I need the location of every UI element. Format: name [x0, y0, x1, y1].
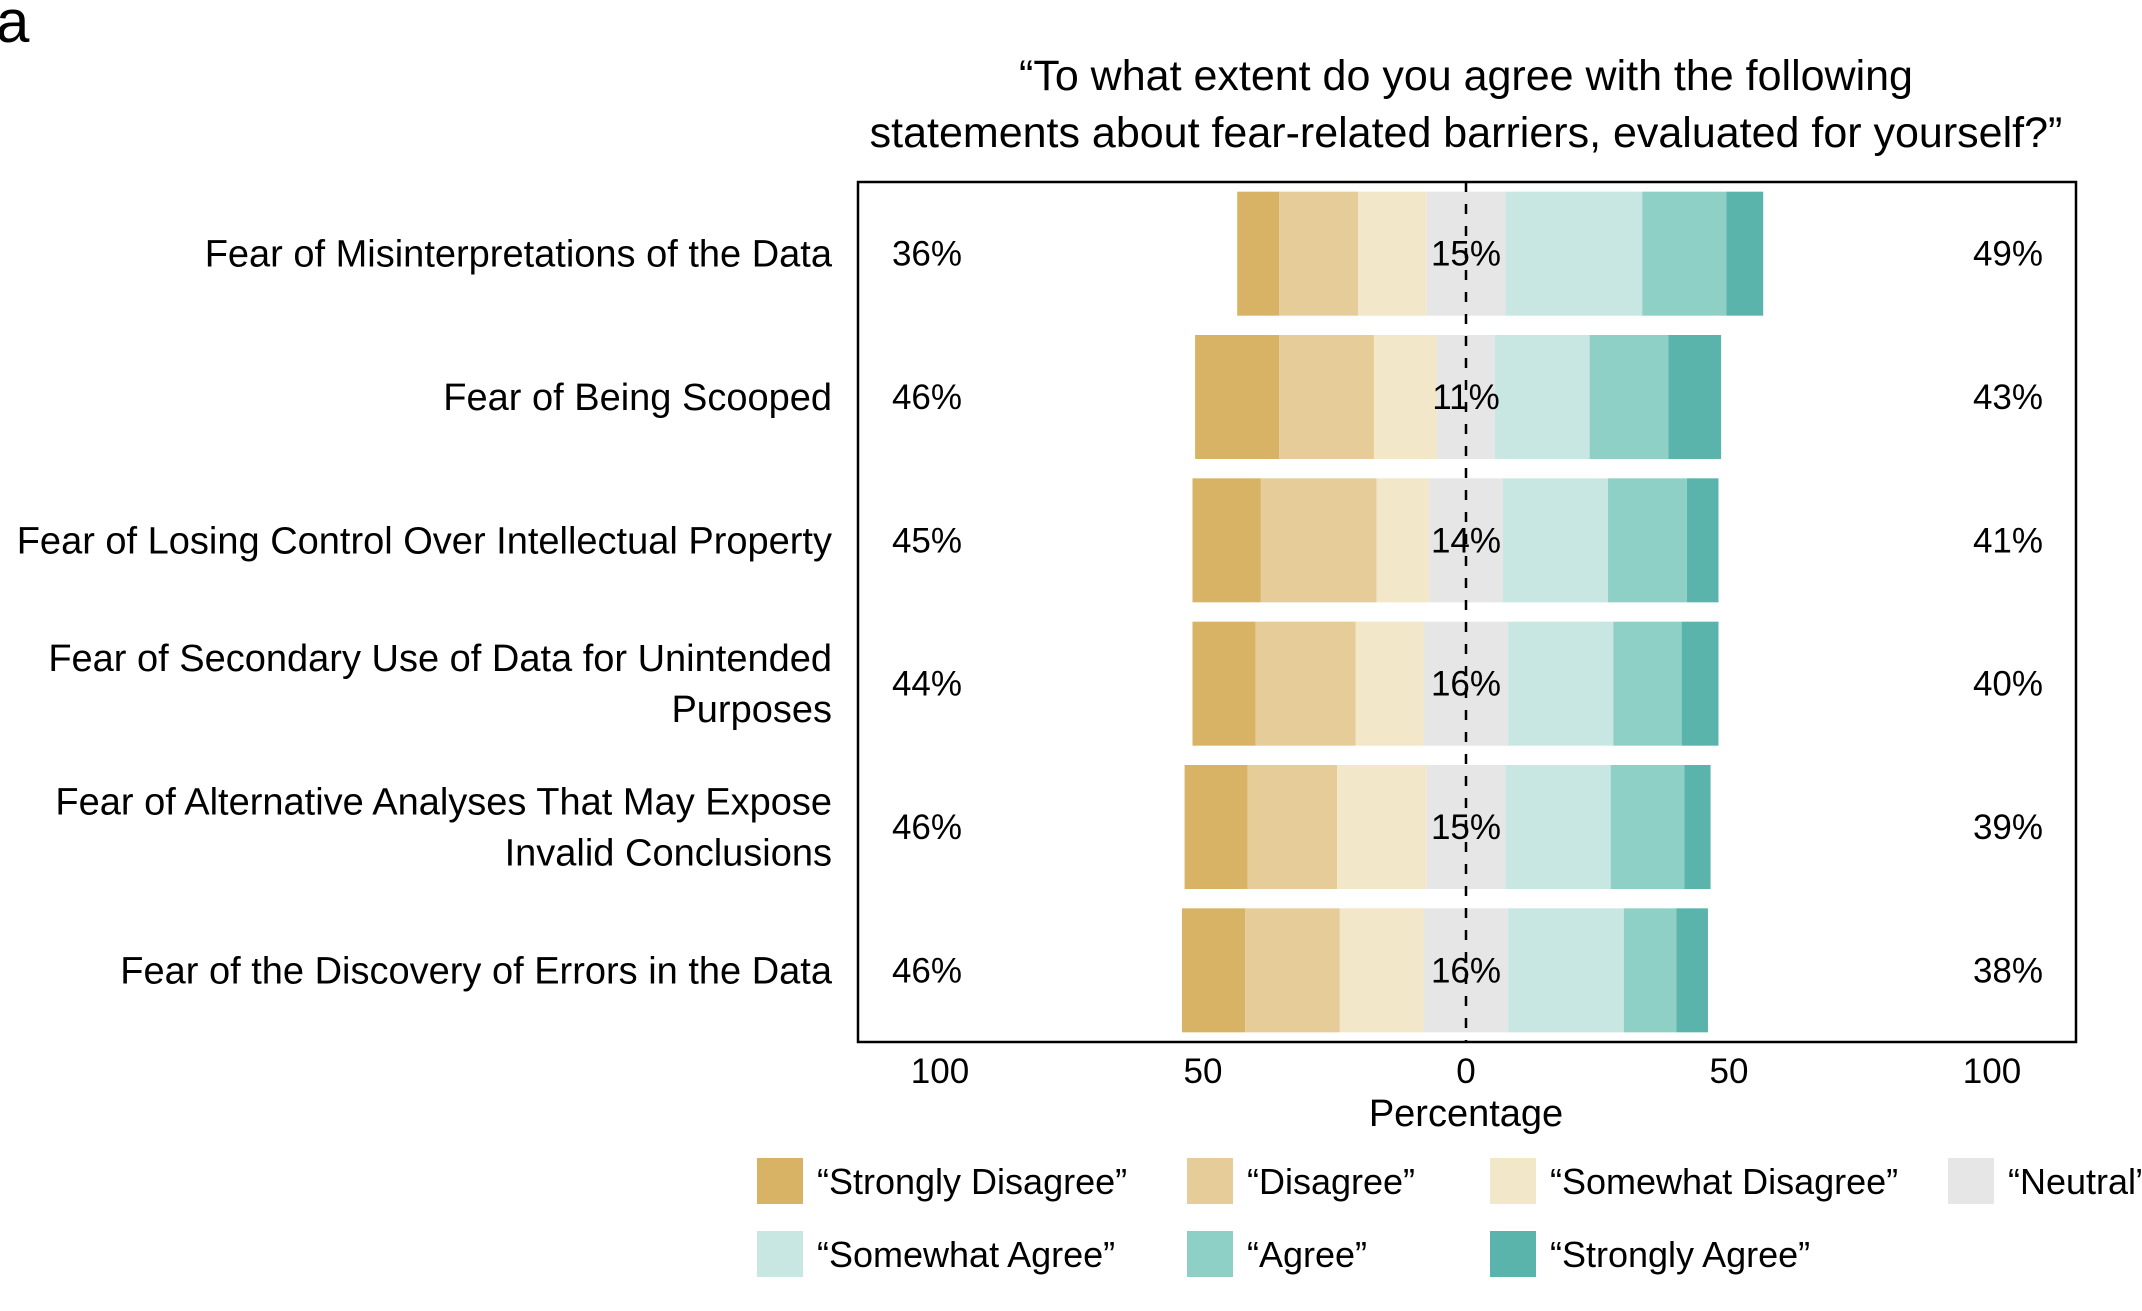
right-percent-label: 40% — [1973, 665, 2043, 704]
bar-segment — [1373, 335, 1438, 459]
bar-segment — [1181, 908, 1246, 1033]
category-label: Fear of Secondary Use of Data for Uninte… — [48, 638, 832, 680]
legend-label: “Disagree” — [1247, 1161, 1415, 1202]
x-axis: 100 50 0 50 100 — [911, 1052, 2021, 1091]
neutral-percent-label: 16% — [1431, 665, 1501, 704]
bar-segment — [1255, 621, 1356, 746]
plot-frame — [856, 180, 2078, 1044]
bar-segment — [1376, 478, 1430, 603]
x-axis-title: Percentage — [1369, 1093, 1563, 1135]
legend-swatch — [757, 1158, 803, 1204]
bar-segment — [1623, 908, 1677, 1033]
right-percent-label: 38% — [1973, 951, 2043, 990]
labels-layer: Fear of Misinterpretations of the Data 36… — [17, 234, 2043, 993]
bar-segment — [1508, 621, 1614, 746]
legend-swatch — [757, 1231, 803, 1277]
bar-segment — [1192, 478, 1261, 603]
bar-segment — [1676, 908, 1708, 1033]
bar-segment — [1613, 621, 1682, 746]
bar-segment — [1642, 191, 1727, 316]
bar-segment — [1355, 621, 1424, 746]
x-tick-label: 100 — [911, 1052, 969, 1091]
legend-label: “Strongly Agree” — [1550, 1234, 1810, 1275]
bar-segment — [1681, 621, 1719, 746]
panel-letter: a — [0, 0, 30, 55]
bar-segment — [1437, 335, 1495, 459]
legend-swatch — [1490, 1158, 1536, 1204]
bar-segment — [1279, 335, 1374, 459]
bar-segment — [1358, 191, 1427, 316]
bar-segment — [1505, 765, 1611, 889]
bar-segment — [1684, 765, 1711, 889]
bar-segment — [1260, 478, 1377, 603]
bar-segment — [1247, 765, 1338, 889]
x-tick-label: 50 — [1184, 1052, 1223, 1091]
legend-label: “Agree” — [1247, 1234, 1367, 1275]
neutral-percent-label: 14% — [1431, 521, 1501, 560]
bar-segment — [1184, 765, 1248, 889]
bar-segment — [1192, 621, 1256, 746]
legend-swatch — [1948, 1158, 1994, 1204]
chart-title-line-1: “To what extent do you agree with the fo… — [1019, 52, 1913, 100]
neutral-percent-label: 16% — [1431, 951, 1501, 990]
bar-segment — [1494, 335, 1590, 459]
legend-label: “Somewhat Agree” — [817, 1234, 1115, 1275]
bar-segment — [1589, 335, 1669, 459]
x-tick-label: 50 — [1710, 1052, 1749, 1091]
x-tick-label: 100 — [1963, 1052, 2021, 1091]
legend-label: “Strongly Disagree” — [817, 1161, 1127, 1202]
category-label: Fear of Misinterpretations of the Data — [205, 234, 833, 276]
bar-segment — [1245, 908, 1340, 1033]
neutral-percent-label: 15% — [1431, 235, 1501, 274]
left-percent-label: 46% — [892, 951, 962, 990]
bar-segment — [1279, 191, 1359, 316]
left-percent-label: 45% — [892, 521, 962, 560]
category-label: Fear of Alternative Analyses That May Ex… — [55, 782, 832, 824]
bar-segment — [1610, 765, 1685, 889]
bar-segment — [1608, 478, 1687, 603]
bar-segment — [1423, 621, 1509, 746]
category-label: Fear of Losing Control Over Intellectual… — [17, 520, 832, 562]
neutral-percent-label: 11% — [1432, 378, 1499, 417]
bar-segment — [1337, 765, 1427, 889]
left-percent-label: 44% — [892, 665, 962, 704]
left-percent-label: 36% — [892, 235, 962, 274]
right-percent-label: 49% — [1973, 235, 2043, 274]
right-percent-label: 39% — [1973, 808, 2043, 847]
bar-segment — [1502, 478, 1609, 603]
bar-segment — [1726, 191, 1764, 316]
category-label: Invalid Conclusions — [505, 833, 832, 875]
bar-segment — [1505, 191, 1643, 316]
left-percent-label: 46% — [892, 808, 962, 847]
bar-segment — [1195, 335, 1280, 459]
category-label: Purposes — [671, 689, 832, 731]
neutral-percent-label: 15% — [1431, 808, 1501, 847]
chart-title-line-2: statements about fear-related barriers, … — [870, 109, 2063, 157]
legend-swatch — [1187, 1231, 1233, 1277]
category-label: Fear of the Discovery of Errors in the D… — [120, 950, 833, 992]
x-tick-label: 0 — [1456, 1052, 1475, 1091]
legend-label: “Somewhat Disagree” — [1550, 1161, 1898, 1202]
legend-swatch — [1490, 1231, 1536, 1277]
category-label: Fear of Being Scooped — [443, 377, 832, 419]
bar-segment — [1339, 908, 1424, 1033]
bar-segment — [1237, 191, 1280, 316]
bar-segment — [1508, 908, 1624, 1033]
legend: “Strongly Disagree” “Disagree” “Somewhat D… — [757, 1158, 2142, 1277]
bar-segment — [1668, 335, 1722, 459]
right-percent-label: 41% — [1973, 521, 2043, 560]
left-percent-label: 46% — [892, 378, 962, 417]
bars-layer — [1181, 191, 1764, 1033]
legend-swatch — [1187, 1158, 1233, 1204]
right-percent-label: 43% — [1973, 378, 2043, 417]
bar-segment — [1686, 478, 1719, 603]
legend-label: “Neutral” — [2008, 1161, 2142, 1202]
bar-segment — [1423, 908, 1509, 1033]
